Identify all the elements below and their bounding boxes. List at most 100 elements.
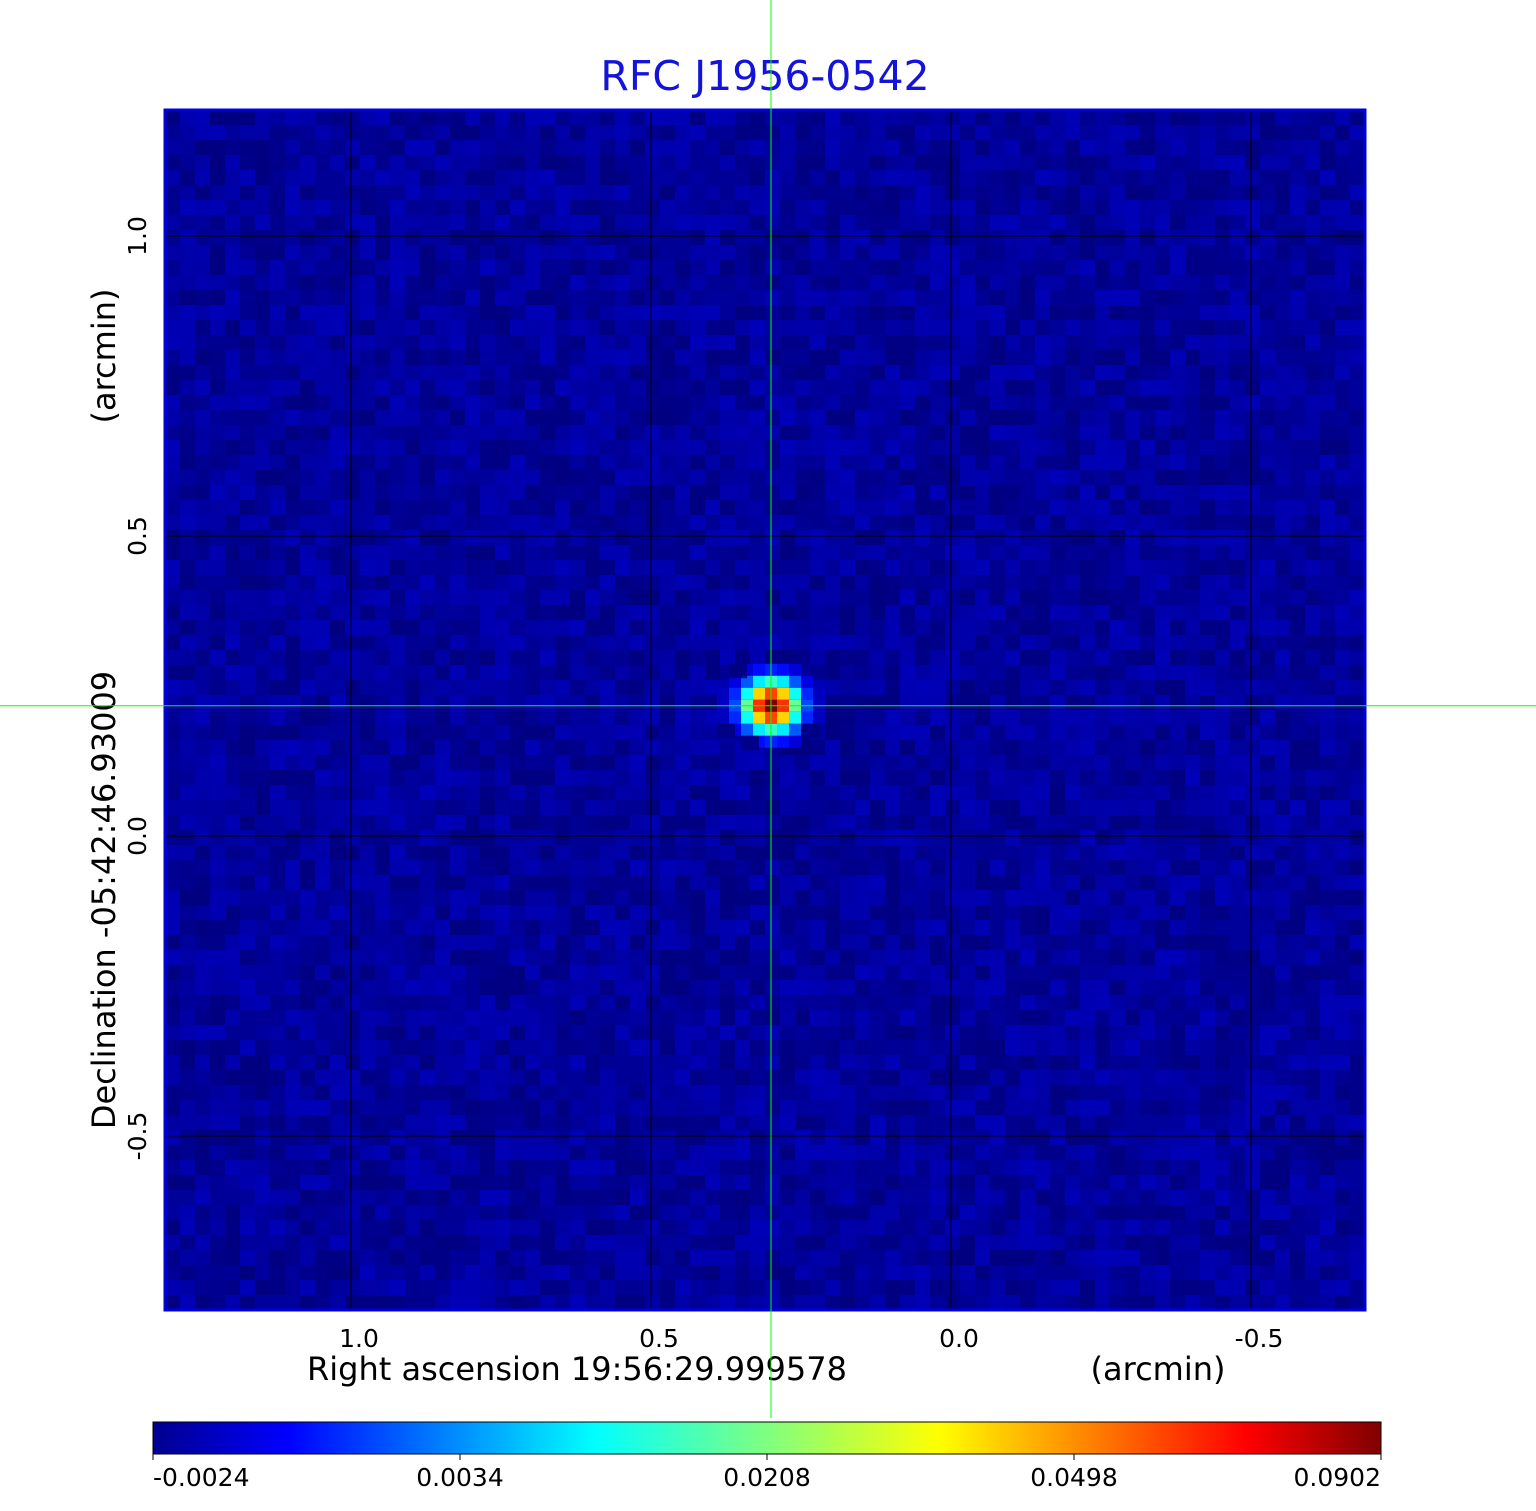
noise-cell [810,650,825,665]
noise-cell [1095,1025,1110,1040]
noise-cell [1290,380,1305,395]
plot-area[interactable] [165,110,1365,1310]
noise-cell [345,110,360,125]
noise-cell [1005,965,1020,980]
noise-cell [630,320,645,335]
noise-cell [1020,485,1035,500]
noise-cell [780,560,795,575]
noise-cell [315,830,330,845]
noise-cell [810,515,825,530]
noise-cell [1095,665,1110,680]
noise-cell [735,830,750,845]
noise-cell [1230,695,1245,710]
noise-cell [285,650,300,665]
noise-cell [810,950,825,965]
noise-cell [1170,860,1185,875]
noise-cell [1035,650,1050,665]
noise-cell [1185,545,1200,560]
noise-cell [1140,860,1155,875]
noise-cell [780,410,795,425]
noise-cell [555,395,570,410]
noise-cell [1080,185,1095,200]
noise-cell [915,665,930,680]
noise-cell [525,260,540,275]
noise-cell [945,725,960,740]
noise-cell [1170,695,1185,710]
noise-cell [1035,200,1050,215]
noise-cell [660,665,675,680]
noise-cell [960,995,975,1010]
noise-cell [1245,605,1260,620]
noise-cell [555,920,570,935]
noise-cell [825,185,840,200]
noise-cell [180,1040,195,1055]
noise-cell [1245,635,1260,650]
noise-cell [705,380,720,395]
noise-cell [720,1025,735,1040]
noise-cell [1125,500,1140,515]
noise-cell [1155,950,1170,965]
noise-cell [1050,485,1065,500]
noise-cell [375,530,390,545]
noise-cell [630,695,645,710]
noise-cell [1155,320,1170,335]
noise-cell [1170,935,1185,950]
noise-cell [405,410,420,425]
noise-cell [1290,965,1305,980]
noise-cell [615,800,630,815]
noise-cell [1005,650,1020,665]
noise-cell [810,845,825,860]
noise-cell [1125,935,1140,950]
noise-cell [600,515,615,530]
noise-cell [825,545,840,560]
noise-cell [1005,950,1020,965]
noise-cell [855,845,870,860]
noise-cell [885,800,900,815]
noise-cell [810,770,825,785]
noise-cell [180,155,195,170]
noise-cell [930,530,945,545]
noise-cell [315,575,330,590]
noise-cell [660,110,675,125]
noise-cell [1080,620,1095,635]
noise-cell [315,320,330,335]
noise-cell [660,425,675,440]
noise-cell [1035,500,1050,515]
noise-cell [750,290,765,305]
noise-cell [915,350,930,365]
noise-cell [1125,305,1140,320]
noise-cell [915,470,930,485]
noise-cell [915,725,930,740]
noise-cell [735,560,750,575]
noise-cell [390,1040,405,1055]
noise-cell [1350,515,1365,530]
noise-cell [735,485,750,500]
noise-cell [1200,305,1215,320]
noise-cell [765,170,780,185]
noise-cell [675,530,690,545]
noise-cell [525,980,540,995]
noise-cell [300,170,315,185]
noise-cell [1335,155,1350,170]
noise-cell [645,1010,660,1025]
noise-cell [240,1040,255,1055]
noise-cell [585,410,600,425]
noise-cell [795,770,810,785]
noise-cell [1320,635,1335,650]
noise-cell [585,440,600,455]
noise-cell [510,860,525,875]
noise-cell [480,650,495,665]
noise-cell [570,200,585,215]
noise-cell [480,740,495,755]
noise-cell [600,620,615,635]
noise-cell [450,455,465,470]
noise-cell [390,605,405,620]
noise-cell [180,560,195,575]
noise-cell [660,620,675,635]
noise-cell [615,875,630,890]
noise-cell [795,170,810,185]
noise-cell [1200,575,1215,590]
noise-cell [1335,1025,1350,1040]
noise-cell [1305,425,1320,440]
noise-cell [1200,275,1215,290]
